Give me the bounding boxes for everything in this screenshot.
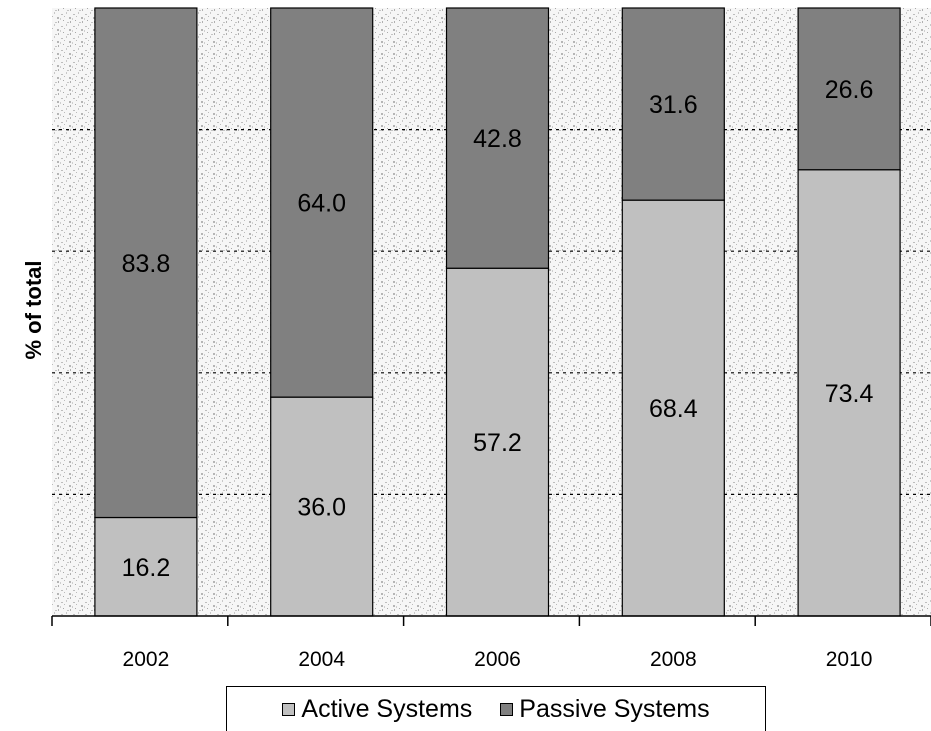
bar-passive (797, 7, 901, 171)
value-label-active: 68.4 (649, 395, 698, 423)
bars (94, 7, 901, 617)
value-label-active: 36.0 (297, 494, 346, 522)
legend-label-passive: Passive Systems (519, 694, 710, 723)
legend-item-active: Active Systems (282, 695, 472, 724)
x-tick-label: 2004 (298, 648, 345, 671)
bar-active (94, 516, 198, 617)
value-labels: 16.2 83.8 36.0 64.0 57.2 42.8 68.4 31.6 73.4 26.6 (122, 76, 874, 582)
value-label-active: 16.2 (122, 554, 171, 582)
bar-active (621, 199, 725, 617)
bar-active (270, 396, 374, 617)
bar-passive (94, 7, 198, 519)
legend: Active Systems Passive Systems (226, 686, 766, 731)
x-tick-label: 2002 (123, 648, 170, 671)
value-label-passive: 83.8 (122, 250, 171, 278)
legend-swatch-passive (500, 702, 514, 716)
value-label-passive: 31.6 (649, 91, 698, 119)
value-label-passive: 42.8 (473, 125, 522, 153)
legend-item-passive: Passive Systems (500, 694, 710, 724)
bar-passive (445, 7, 550, 269)
x-tick-label: 2008 (650, 648, 697, 671)
value-label-passive: 26.6 (825, 76, 874, 104)
bar-passive (270, 7, 374, 398)
legend-label-active: Active Systems (301, 694, 473, 723)
x-tick-label: 2010 (826, 648, 873, 671)
x-tick-label: 2006 (474, 648, 521, 671)
x-axis (51, 615, 931, 626)
value-label-active: 73.4 (825, 380, 874, 408)
value-label-active: 57.2 (473, 429, 522, 457)
bar-active (797, 169, 901, 617)
y-axis-label: % of total (21, 260, 46, 360)
x-tick-labels: 2002 2004 2006 2008 2010 (123, 648, 873, 671)
legend-swatch-active (282, 702, 296, 716)
bar-passive (621, 7, 725, 201)
value-label-passive: 64.0 (297, 190, 346, 218)
